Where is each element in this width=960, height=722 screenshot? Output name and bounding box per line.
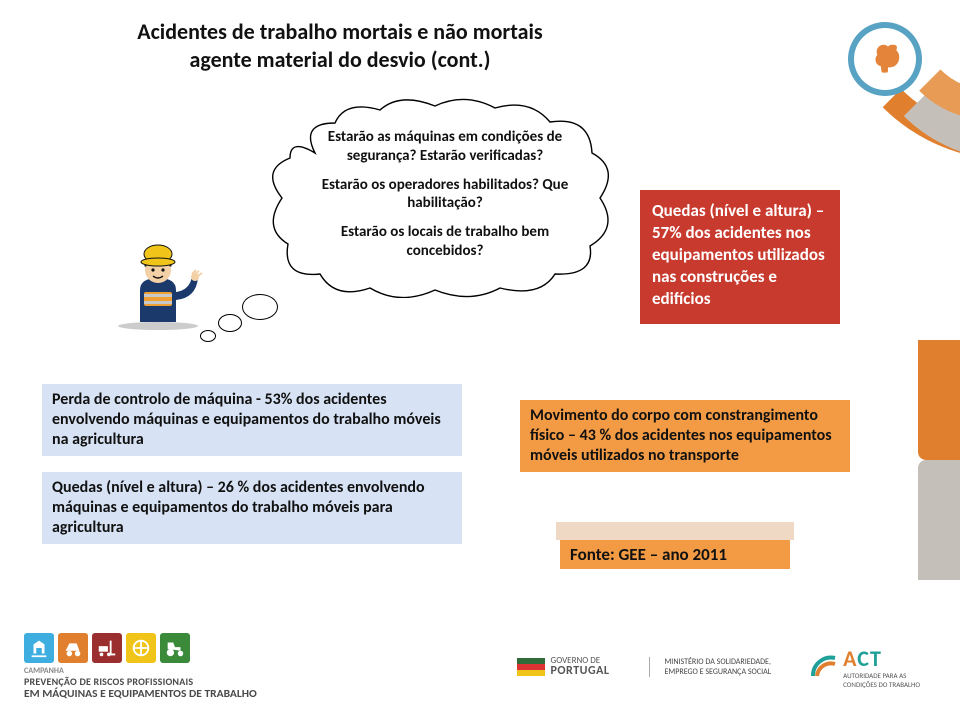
cloud-q3: Estarão os locais de trabalho bem conceb… [310,223,580,261]
title-line-2: agente material do desvio (cont.) [190,46,491,73]
brain-icon [854,28,916,90]
gov-flag-icon [517,658,545,676]
campaign-icon-tractor [160,633,190,663]
source-box: Fonte: GEE – ano 2011 [560,540,790,569]
campaign-line-1: PREVENÇÃO DE RISCOS PROFISSIONAIS [24,676,257,688]
ministerio-l2: EMPREGO E SEGURANÇA SOCIAL [664,667,771,677]
footer: CAMPANHA PREVENÇÃO DE RISCOS PROFISSIONA… [0,612,960,722]
campaign-icon-forklift [92,633,122,663]
gov-portugal-logo: GOVERNO DE PORTUGAL [517,656,610,678]
campaign-icon-saw [126,633,156,663]
gov-text: GOVERNO DE PORTUGAL [551,656,610,678]
act-arc-icon [811,652,837,683]
thought-cloud: Estarão as máquinas em condições de segu… [260,98,620,298]
stat-box-machine-control-loss: Perda de controlo de máquina - 53% dos a… [42,384,462,456]
stat-box-falls-agriculture: Quedas (nível e altura) – 26 % dos acide… [42,472,462,544]
campaign-block: CAMPANHA PREVENÇÃO DE RISCOS PROFISSIONA… [24,633,257,701]
decor-bars-right [860,340,960,580]
act-logo-block: ACT AUTORIDADE PARA AS CONDIÇÕES DO TRAB… [811,645,920,688]
campaign-text: CAMPANHA PREVENÇÃO DE RISCOS PROFISSIONA… [24,667,257,701]
decor-bar [918,460,960,580]
campaign-icon-mixer [58,633,88,663]
stat-box-body-movement: Movimento do corpo com constrangimento f… [520,400,850,472]
gov-name: PORTUGAL [551,664,610,678]
campaign-icon-row [24,633,257,663]
act-sub-l2: CONDIÇÕES DO TRABALHO [843,681,920,689]
decor-bar [918,340,960,460]
act-sub: AUTORIDADE PARA AS CONDIÇÕES DO TRABALHO [843,672,920,688]
source-box-shadow [556,522,794,540]
footer-right: GOVERNO DE PORTUGAL MINISTÉRIO DA SOLIDA… [517,645,920,688]
act-logo-text: ACT [843,645,920,672]
campaign-line-2: EM MÁQUINAS E EQUIPAMENTOS DE TRABALHO [24,688,257,701]
ministerio-text: MINISTÉRIO DA SOLIDARIEDADE, EMPREGO E S… [649,657,771,677]
cloud-q1: Estarão as máquinas em condições de segu… [310,128,580,166]
title-line-1: Acidentes de trabalho mortais e não mort… [137,18,542,45]
cloud-q2: Estarão os operadores habilitados? Que h… [310,176,580,214]
construction-worker-illustration [110,240,210,330]
page-title: Acidentes de trabalho mortais e não mort… [60,18,620,73]
ministerio-l1: MINISTÉRIO DA SOLIDARIEDADE, [664,657,771,667]
mid-row: Estarão as máquinas em condições de segu… [0,90,960,350]
falls-stat-box: Quedas (nível e altura) – 57% dos aciden… [640,190,840,324]
cloud-text: Estarão as máquinas em condições de segu… [310,128,580,271]
campaign-icon-lift [24,633,54,663]
